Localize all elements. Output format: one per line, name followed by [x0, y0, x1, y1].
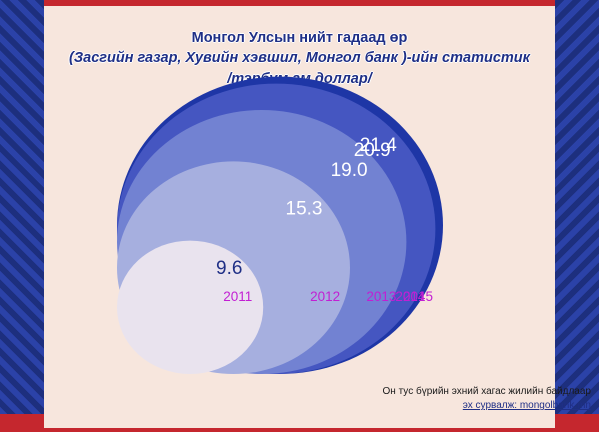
year-label-2013: 2013 [366, 289, 396, 304]
right-decorative-border [555, 0, 599, 432]
year-label-2014: 2014 [395, 289, 426, 304]
top-red-bar [44, 0, 555, 6]
chart-subtitle: (Засгийн газар, Хувийн хэвшил, Монгол ба… [68, 50, 530, 66]
year-label-2011: 2011 [223, 289, 252, 304]
chart-title: Монгол Улсын нийт гадаад өр [191, 30, 408, 46]
year-label-2015: 2015 [403, 289, 433, 304]
circle-2011 [117, 240, 264, 374]
left-decorative-border [0, 0, 44, 432]
value-label-2012: 15.3 [286, 199, 323, 220]
bottom-red-bar [44, 428, 555, 432]
value-label-2015: 21.4 [360, 135, 397, 156]
footnote-source-link[interactable]: эх сурвалж: mongolbank.mn [462, 400, 591, 411]
footnote-period: Он тус бүрийн эхний хагас жилийн байдлаа… [382, 386, 591, 397]
value-label-2014: 20.9 [354, 140, 391, 161]
value-label-2011: 9.6 [216, 258, 242, 279]
year-label-2012: 2012 [310, 289, 340, 304]
value-label-2013: 19.0 [331, 160, 368, 181]
